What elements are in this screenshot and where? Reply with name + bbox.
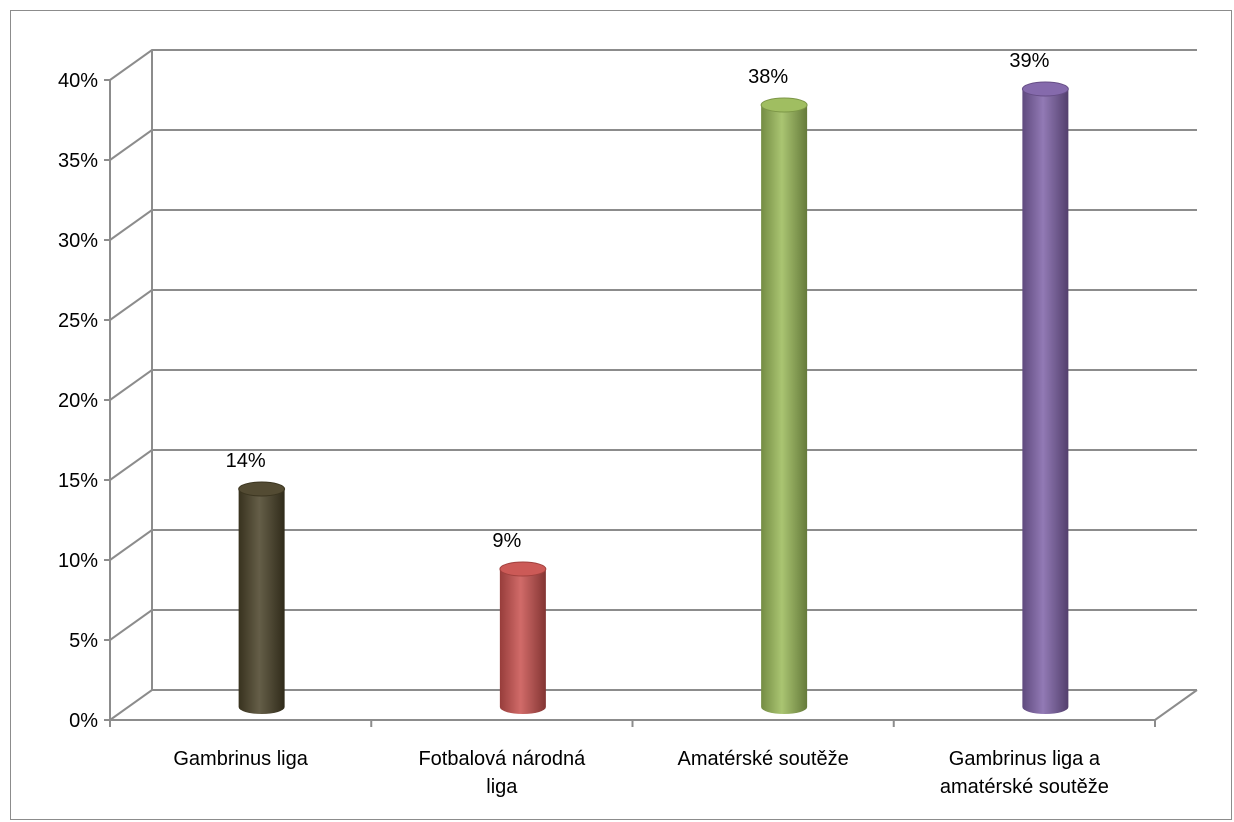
- bar-top: [238, 481, 286, 497]
- data-label: 39%: [1009, 50, 1049, 72]
- x-axis: Gambrinus liga Fotbalová národná liga Amaté…: [109, 689, 1198, 798]
- y-tick-label: 30%: [58, 230, 98, 252]
- gridline: [109, 289, 1197, 321]
- data-labels: 14% 9% 38% 39%: [226, 50, 1050, 552]
- data-label: 38%: [748, 66, 788, 88]
- x-category-label: Gambrinus liga: [173, 748, 308, 770]
- gridline: [109, 129, 1197, 161]
- bar: [499, 561, 547, 715]
- y-tick-label: 25%: [58, 310, 98, 332]
- x-category-label: Gambrinus liga a amatérské soutěže: [940, 748, 1109, 798]
- bar-body: [499, 569, 546, 715]
- y-tick-label: 35%: [58, 150, 98, 172]
- bar-top: [760, 97, 808, 113]
- gridline: [109, 209, 1197, 241]
- y-tick-label: 5%: [69, 630, 98, 652]
- y-tick-label: 15%: [58, 470, 98, 492]
- x-category-label: Fotbalová národná liga: [418, 748, 586, 798]
- gridline: [109, 49, 1197, 81]
- y-axis: 0% 5% 10% 15% 20% 25% 30% 35% 40%: [58, 70, 110, 732]
- data-label: 9%: [492, 530, 521, 552]
- bar-body: [1022, 89, 1069, 715]
- gridline: [109, 609, 1197, 641]
- gridline: [109, 449, 1197, 481]
- bar: [238, 481, 286, 715]
- y-tick-label: 10%: [58, 550, 98, 572]
- bar-top: [499, 561, 547, 577]
- gridline: [109, 369, 1197, 401]
- x-category-label: Amatérské soutěže: [678, 748, 849, 770]
- bar: [1021, 81, 1069, 715]
- gridlines: [109, 49, 1197, 721]
- bars: [238, 81, 1069, 715]
- y-tick-label: 20%: [58, 390, 98, 412]
- gridline: [109, 529, 1197, 561]
- bar-body: [238, 489, 285, 715]
- data-label: 14%: [226, 450, 266, 472]
- bar: [760, 97, 808, 715]
- gridline: [109, 689, 1197, 721]
- bar-body: [761, 105, 808, 715]
- bar-top: [1021, 81, 1069, 97]
- y-tick-label: 40%: [58, 70, 98, 92]
- y-tick-label: 0%: [69, 710, 98, 732]
